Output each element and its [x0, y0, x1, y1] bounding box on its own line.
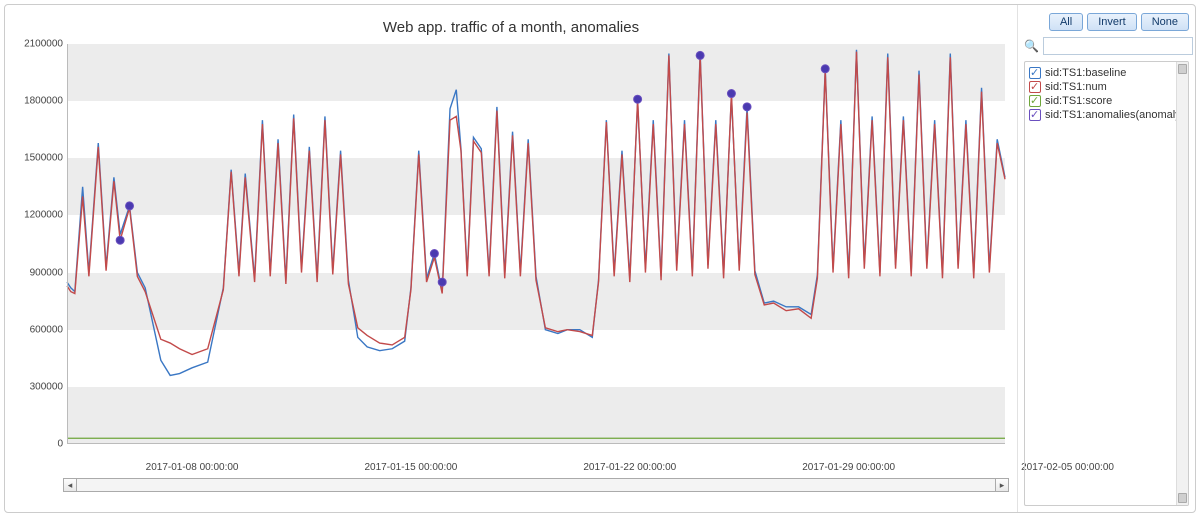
app-window: Web app. traffic of a month, anomalies 0…	[4, 4, 1196, 513]
anomaly-marker	[743, 103, 751, 111]
yaxis-tick: 1800000	[9, 96, 63, 107]
hscroll-track[interactable]	[77, 478, 995, 492]
legend-search-row: 🔍	[1024, 37, 1189, 55]
legend-checkbox[interactable]	[1029, 95, 1041, 107]
legend-checkbox[interactable]	[1029, 109, 1041, 121]
plot-hscrollbar[interactable]: ◂ ▸	[63, 478, 1009, 492]
yaxis-tick: 600000	[9, 324, 63, 335]
xaxis-tick: 2017-01-08 00:00:00	[146, 462, 239, 473]
legend-item-baseline[interactable]: sid:TS1:baseline	[1027, 66, 1186, 80]
all-button[interactable]: All	[1049, 13, 1083, 31]
legend-search-input[interactable]	[1043, 37, 1193, 55]
chart-pane: Web app. traffic of a month, anomalies 0…	[5, 5, 1017, 512]
plot-svg	[67, 44, 1005, 444]
legend-checkbox[interactable]	[1029, 81, 1041, 93]
anomaly-marker	[634, 95, 642, 103]
hscroll-right-arrow[interactable]: ▸	[995, 478, 1009, 492]
hscroll-left-arrow[interactable]: ◂	[63, 478, 77, 492]
yaxis-tick: 300000	[9, 381, 63, 392]
yaxis-tick: 1200000	[9, 210, 63, 221]
anomaly-marker	[438, 278, 446, 286]
legend-item-label: sid:TS1:baseline	[1045, 67, 1126, 79]
chart-title: Web app. traffic of a month, anomalies	[9, 19, 1013, 36]
xaxis-tick: 2017-01-15 00:00:00	[364, 462, 457, 473]
legend-item-num[interactable]: sid:TS1:num	[1027, 80, 1186, 94]
anomaly-marker	[696, 51, 704, 59]
yaxis-tick: 1500000	[9, 153, 63, 164]
legend-checkbox[interactable]	[1029, 67, 1041, 79]
plot-area[interactable]: 0300000600000900000120000015000001800000…	[67, 44, 1005, 444]
legend-item-label: sid:TS1:num	[1045, 81, 1107, 93]
legend-vscroll-up[interactable]	[1178, 64, 1187, 74]
anomaly-marker	[430, 250, 438, 258]
invert-button[interactable]: Invert	[1087, 13, 1137, 31]
legend-box: sid:TS1:baseline sid:TS1:num sid:TS1:score…	[1024, 61, 1189, 506]
yaxis-tick: 900000	[9, 267, 63, 278]
legend-vscrollbar[interactable]	[1176, 62, 1188, 505]
anomaly-marker	[727, 90, 735, 98]
legend-vscroll-down[interactable]	[1178, 493, 1187, 503]
legend-item-label: sid:TS1:anomalies(anomaly)	[1045, 109, 1184, 121]
anomaly-marker	[821, 65, 829, 73]
search-icon: 🔍	[1024, 39, 1039, 53]
legend-item-anomalies[interactable]: sid:TS1:anomalies(anomaly)	[1027, 108, 1186, 122]
none-button[interactable]: None	[1141, 13, 1189, 31]
xaxis-tick: 2017-01-22 00:00:00	[583, 462, 676, 473]
xaxis-tick: 2017-01-29 00:00:00	[802, 462, 895, 473]
legend-item-label: sid:TS1:score	[1045, 95, 1112, 107]
anomaly-marker	[126, 202, 134, 210]
legend-item-score[interactable]: sid:TS1:score	[1027, 94, 1186, 108]
legend-pane: All Invert None 🔍 sid:TS1:baselinesid:TS…	[1017, 5, 1195, 512]
yaxis-tick: 0	[9, 439, 63, 450]
yaxis-tick: 2100000	[9, 39, 63, 50]
legend-button-row: All Invert None	[1024, 13, 1189, 31]
anomaly-marker	[116, 236, 124, 244]
